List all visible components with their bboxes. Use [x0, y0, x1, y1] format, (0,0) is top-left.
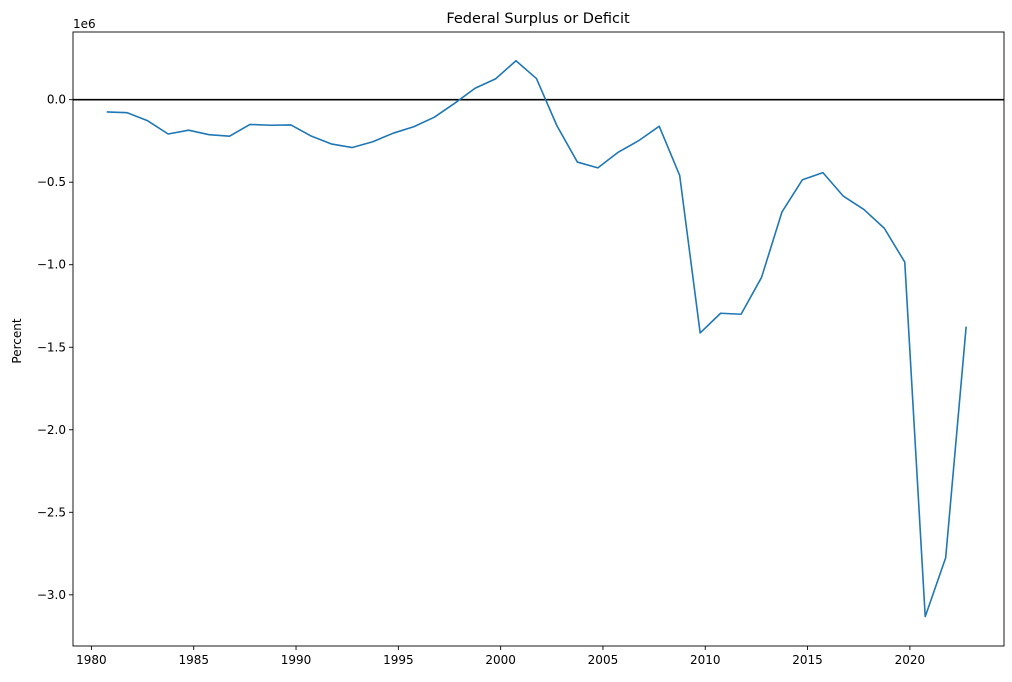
- y-tick-label: −2.5: [37, 505, 66, 519]
- chart-title: Federal Surplus or Deficit: [446, 11, 630, 27]
- series-line-0: [106, 59, 967, 618]
- y-tick-label: 0.0: [47, 93, 66, 107]
- x-tick-label: 1995: [383, 653, 414, 667]
- y-tick-label: −3.0: [37, 588, 66, 602]
- y-tick-label: −0.5: [37, 175, 66, 189]
- y-axis-label: Percent: [10, 318, 24, 363]
- x-tick-label: 2020: [895, 653, 926, 667]
- y-tick-label: −1.5: [37, 340, 66, 354]
- y-axis-offset-label: 1e6: [73, 17, 96, 31]
- x-tick-label: 1980: [76, 653, 107, 667]
- x-tick-label: 2015: [792, 653, 823, 667]
- plot-frame: [72, 31, 1005, 647]
- y-tick-label: −1.0: [37, 258, 66, 272]
- x-tick-label: 2005: [588, 653, 619, 667]
- x-tick-label: 1990: [281, 653, 312, 667]
- x-tick-label: 2000: [485, 653, 516, 667]
- x-tick-label: 2010: [690, 653, 721, 667]
- x-tick-label: 1985: [178, 653, 209, 667]
- y-tick-label: −2.0: [37, 423, 66, 437]
- plot-area: 1980 1985 1990 1995 2000 2005 2010 2015 2020 0.0 −…: [37, 31, 1005, 667]
